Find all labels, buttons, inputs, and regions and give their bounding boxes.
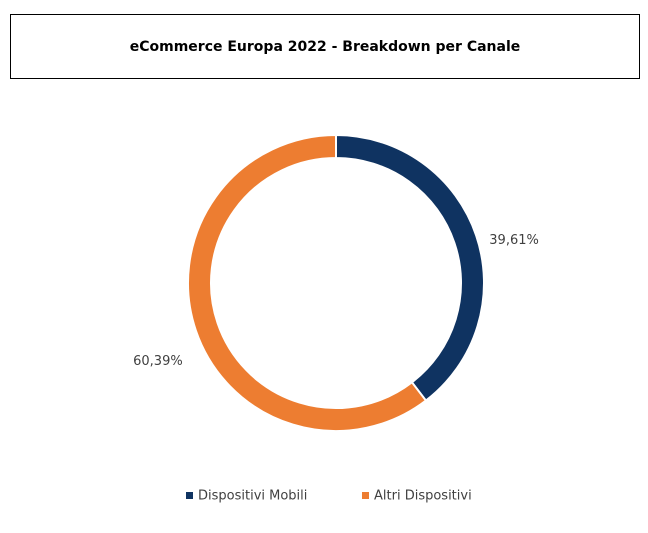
legend-label: Dispositivi Mobili (198, 489, 307, 504)
legend-label: Altri Dispositivi (374, 489, 472, 504)
data-label: 39,61% (489, 233, 539, 248)
data-label: 60,39% (133, 354, 183, 369)
donut-slice (187, 133, 428, 432)
legend-swatch (362, 492, 369, 499)
legend-swatch (186, 492, 193, 499)
chart-title: eCommerce Europa 2022 - Breakdown per Ca… (130, 39, 521, 55)
title-box (10, 14, 640, 79)
